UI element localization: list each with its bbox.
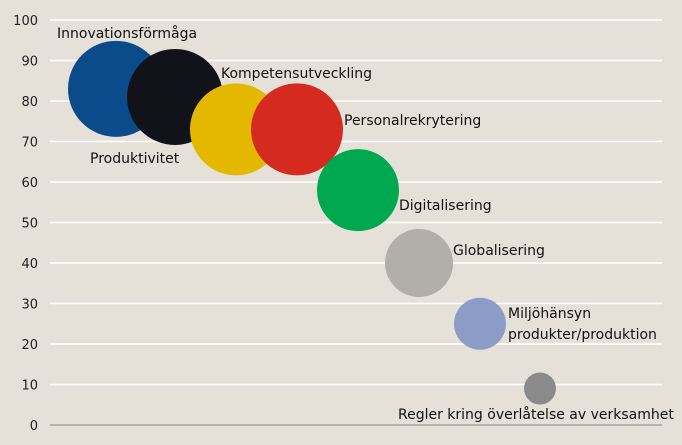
- bubble-8: [524, 372, 556, 405]
- bubble-7: [454, 297, 506, 350]
- bubble-4: [251, 83, 343, 176]
- y-tick-label: 60: [21, 176, 38, 191]
- bubble-label-7: Miljöhänsyn produkter/produktion: [508, 306, 657, 343]
- bubble-label-2: Kompetensutveckling: [221, 66, 372, 82]
- bubble-label-8: Regler kring överlåtelse av verksamhet: [398, 406, 674, 423]
- y-tick-label: 20: [21, 338, 38, 353]
- y-tick-label: 10: [21, 379, 38, 394]
- y-tick-label: 90: [21, 55, 38, 70]
- y-tick-label: 30: [21, 298, 38, 313]
- y-tick-label: 40: [21, 257, 38, 272]
- bubble-6: [385, 229, 453, 297]
- bubbles: [68, 40, 556, 405]
- bubble-labels: Innovationsförmåga Kompetensutveckling Pro…: [57, 25, 674, 423]
- y-tick-label: 80: [21, 95, 38, 110]
- y-tick-label: 0: [30, 419, 38, 434]
- y-tick-label: 100: [13, 14, 38, 29]
- y-tick-labels: 0 10 20 30 40 50 60 70 80 90 100: [13, 14, 38, 434]
- bubble-label-1: Innovationsförmåga: [57, 25, 197, 42]
- bubble-label-3: Produktivitet: [90, 151, 180, 167]
- y-tick-label: 70: [21, 136, 38, 151]
- bubble-label-6: Globalisering: [453, 243, 545, 259]
- bubble-label-4: Personalrekrytering: [344, 113, 481, 129]
- y-tick-label: 50: [21, 217, 38, 232]
- bubble-label-5: Digitalisering: [399, 198, 492, 214]
- bubble-5: [317, 149, 399, 232]
